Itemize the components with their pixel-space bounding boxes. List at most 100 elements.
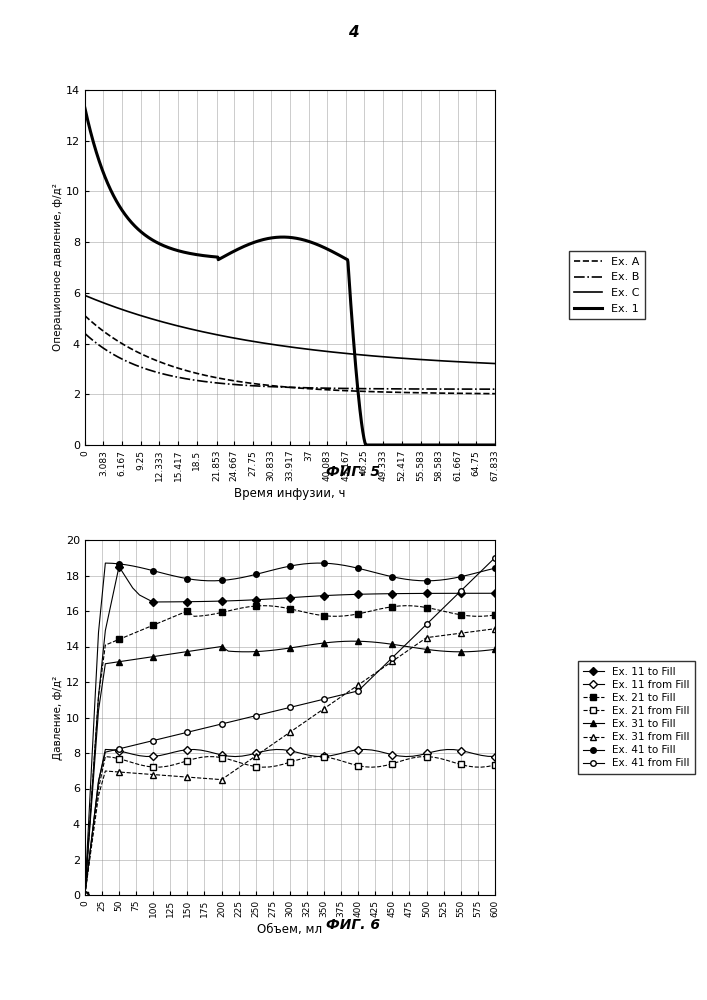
- Ex. 31 to Fill: [443, 645, 451, 657]
- Ex. 11 to Fill: [183, 596, 192, 608]
- Ex. 21 to Fill: [163, 614, 171, 626]
- Ex. 41 from Fill: [299, 698, 308, 710]
- Ex. A: [261, 379, 269, 391]
- Ex. 11 to Fill: [334, 589, 342, 601]
- Ex. 41 to Fill: [101, 557, 110, 569]
- Ex. 41 from Fill: [224, 716, 233, 728]
- Ex. B: [261, 380, 269, 392]
- Ex. 21 to Fill: [299, 606, 308, 618]
- Line: Ex. 11 to Fill: Ex. 11 to Fill: [82, 564, 498, 898]
- Ex. 1: [81, 102, 89, 114]
- Ex. 41 to Fill: [306, 557, 315, 569]
- Ex. 31 from Fill: [176, 771, 185, 783]
- Ex. 41 from Fill: [491, 552, 499, 564]
- Ex. 31 to Fill: [176, 647, 185, 659]
- Ex. B: [247, 380, 255, 392]
- Ex. 1: [362, 439, 370, 451]
- Ex. 31 from Fill: [224, 769, 233, 781]
- Ex. 21 to Fill: [402, 600, 410, 612]
- Ex. 21 from Fill: [224, 753, 233, 765]
- Legend: Ex. 11 to Fill, Ex. 11 from Fill, Ex. 21 to Fill, Ex. 21 from Fill, Ex. 31 to Fi: Ex. 11 to Fill, Ex. 11 from Fill, Ex. 21…: [578, 661, 695, 774]
- Ex. 21 from Fill: [443, 754, 451, 766]
- Ex. 11 from Fill: [81, 889, 89, 901]
- Ex. B: [400, 383, 409, 395]
- Ex. 11 from Fill: [170, 746, 178, 758]
- Ex. 31 to Fill: [327, 636, 335, 648]
- Line: Ex. 21 to Fill: Ex. 21 to Fill: [82, 603, 498, 898]
- Ex. B: [81, 327, 89, 339]
- Ex. A: [400, 386, 409, 398]
- Ex. 41 to Fill: [443, 573, 451, 585]
- Ex. 21 from Fill: [176, 757, 185, 769]
- Ex. 21 from Fill: [163, 760, 171, 772]
- Ex. 1: [247, 238, 255, 250]
- Ex. 31 from Fill: [81, 889, 89, 901]
- Ex. 11 to Fill: [491, 587, 499, 599]
- Text: ФИГ. 6: ФИГ. 6: [327, 918, 380, 932]
- Ex. 31 to Fill: [81, 889, 89, 901]
- Ex. 21 to Fill: [81, 889, 89, 901]
- Ex. 11 to Fill: [443, 587, 451, 599]
- Ex. 21 to Fill: [224, 605, 233, 617]
- Ex. C: [122, 305, 131, 317]
- Ex. 31 to Fill: [299, 640, 308, 652]
- Line: Ex. C: Ex. C: [85, 295, 495, 364]
- Line: Ex. 1: Ex. 1: [85, 108, 495, 445]
- Text: ФИГ. 5: ФИГ. 5: [327, 465, 380, 479]
- Ex. 31 from Fill: [163, 770, 171, 782]
- Line: Ex. B: Ex. B: [85, 333, 495, 389]
- Ex. B: [491, 383, 499, 395]
- Ex. 41 to Fill: [334, 558, 342, 570]
- Ex. 1: [491, 439, 499, 451]
- Ex. 31 from Fill: [491, 623, 499, 635]
- Ex. 31 from Fill: [327, 698, 335, 710]
- Ex. B: [408, 383, 416, 395]
- Ex. 21 to Fill: [176, 608, 185, 620]
- Ex. 11 from Fill: [231, 751, 240, 763]
- Line: Ex. 11 from Fill: Ex. 11 from Fill: [82, 747, 498, 898]
- Ex. 21 from Fill: [313, 751, 322, 763]
- Line: Ex. 41 from Fill: Ex. 41 from Fill: [82, 555, 498, 898]
- Ex. 41 to Fill: [183, 573, 192, 585]
- Text: 4: 4: [348, 25, 359, 40]
- Ex. C: [247, 335, 255, 347]
- Ex. 41 to Fill: [491, 562, 499, 574]
- Ex. 11 to Fill: [170, 596, 178, 608]
- Ex. A: [362, 385, 370, 397]
- Ex. 11 from Fill: [183, 744, 192, 756]
- Y-axis label: Давление, ф/д²: Давление, ф/д²: [53, 675, 63, 760]
- Ex. 11 from Fill: [306, 750, 315, 762]
- Ex. 11 from Fill: [443, 744, 451, 756]
- Ex. 41 from Fill: [163, 731, 171, 743]
- Legend: Ex. A, Ex. B, Ex. C, Ex. 1: Ex. A, Ex. B, Ex. C, Ex. 1: [569, 251, 645, 319]
- Ex. A: [491, 388, 499, 400]
- Ex. 21 to Fill: [443, 606, 451, 618]
- X-axis label: Объем, мл: Объем, мл: [257, 923, 322, 936]
- Ex. 11 to Fill: [231, 595, 240, 607]
- Ex. 11 from Fill: [101, 743, 110, 755]
- Ex. 41 to Fill: [81, 889, 89, 901]
- Line: Ex. 41 to Fill: Ex. 41 to Fill: [82, 560, 498, 898]
- Ex. 1: [122, 211, 131, 223]
- Ex. C: [491, 358, 499, 370]
- X-axis label: Время инфузии, ч: Время инфузии, ч: [234, 487, 346, 500]
- Line: Ex. 21 from Fill: Ex. 21 from Fill: [82, 754, 498, 898]
- Ex. 21 from Fill: [334, 754, 342, 766]
- Ex. 31 to Fill: [491, 643, 499, 655]
- Ex. 31 from Fill: [436, 630, 445, 642]
- Ex. 11 to Fill: [306, 590, 315, 602]
- Ex. 11 from Fill: [334, 748, 342, 760]
- Ex. 11 from Fill: [491, 751, 499, 763]
- Ex. A: [247, 377, 255, 389]
- Ex. C: [362, 349, 370, 361]
- Line: Ex. 31 from Fill: Ex. 31 from Fill: [82, 626, 498, 898]
- Ex. B: [122, 355, 131, 367]
- Ex. 41 to Fill: [231, 573, 240, 585]
- Ex. 41 from Fill: [176, 728, 185, 740]
- Ex. 31 from Fill: [299, 717, 308, 729]
- Y-axis label: Операционное давление, ф/д²: Операционное давление, ф/д²: [53, 184, 63, 351]
- Ex. C: [400, 352, 409, 364]
- Ex. A: [81, 310, 89, 322]
- Ex. 21 to Fill: [327, 610, 335, 622]
- Ex. 31 to Fill: [347, 635, 356, 647]
